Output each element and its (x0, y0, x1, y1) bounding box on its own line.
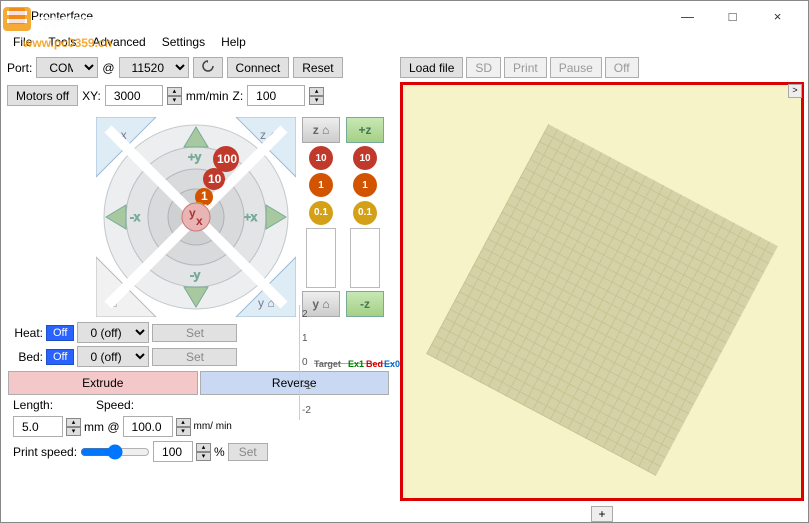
port-label: Port: (7, 61, 32, 75)
close-button[interactable]: × (755, 2, 800, 30)
bed-label: Bed: (7, 350, 43, 364)
printspeed-spinner[interactable]: ▴▾ (196, 443, 211, 461)
pause-button[interactable]: Pause (550, 57, 602, 78)
xy-spinner[interactable]: ▴▾ (167, 87, 182, 105)
svg-text:x: x (196, 214, 203, 228)
heat-label: Heat: (7, 326, 43, 340)
z-spinner[interactable]: ▴▾ (309, 87, 324, 105)
print-toolbar: Load file SD Print Pause Off (396, 53, 808, 82)
off-button[interactable]: Off (605, 57, 639, 78)
motors-off-button[interactable]: Motors off (7, 85, 78, 106)
temp-label-bed: Bed (366, 359, 383, 369)
xy-speed-input[interactable] (105, 85, 163, 106)
print-button[interactable]: Print (504, 57, 547, 78)
menu-settings[interactable]: Settings (156, 33, 211, 51)
reset-button[interactable]: Reset (293, 57, 342, 78)
minimize-button[interactable]: — (665, 2, 710, 30)
printspeed-set-button[interactable]: Set (228, 443, 268, 461)
pct-label: % (214, 445, 225, 459)
app-icon (9, 8, 25, 24)
svg-text:+x: +x (244, 210, 257, 224)
svg-text:-y: -y (190, 268, 200, 282)
at-symbol: @ (102, 61, 114, 75)
xy-jog-dial[interactable]: ⌂ x z ⌂ ⌂ y ⌂ +y -y (96, 117, 296, 317)
z-plus-button[interactable]: +z (346, 117, 384, 143)
preview-viewport[interactable]: > (400, 82, 804, 501)
build-plate-grid (426, 124, 778, 476)
z-move-column: +z 10 1 0.1 -z (345, 117, 385, 317)
svg-text:100: 100 (217, 152, 237, 166)
z-jog-panel: z ⌂ 10 1 0.1 y ⌂ +z 10 1 0.1 -z (301, 117, 391, 317)
speed-spinner[interactable]: ▴▾ (176, 418, 191, 436)
menu-bar: File Tools Advanced Settings Help (1, 31, 808, 53)
z-slider-b[interactable] (350, 228, 380, 288)
bed-temp-select[interactable]: 0 (off) (77, 346, 149, 367)
connection-toolbar: Port: COM1 @ 115200 Connect Reset (1, 53, 396, 82)
loadfile-button[interactable]: Load file (400, 57, 463, 78)
bed-set-button[interactable]: Set (152, 348, 237, 366)
z-pill-1-a[interactable]: 1 (309, 173, 333, 197)
z-pill-1-b[interactable]: 1 (353, 173, 377, 197)
bed-off-button[interactable]: Off (46, 349, 74, 365)
maximize-button[interactable]: □ (710, 2, 755, 30)
heat-set-button[interactable]: Set (152, 324, 237, 342)
sd-button[interactable]: SD (466, 57, 501, 78)
svg-text:+y: +y (188, 150, 201, 164)
speed-label: Speed: (96, 398, 134, 412)
svg-text:y: y (189, 206, 196, 220)
speed-input[interactable] (123, 416, 173, 437)
scroll-right-button[interactable]: > (788, 84, 802, 98)
z-slider-a[interactable] (306, 228, 336, 288)
z-pill-01-a[interactable]: 0.1 (309, 201, 333, 225)
menu-advanced[interactable]: Advanced (86, 33, 151, 51)
speed-toolbar: Motors off XY: ▴▾ mm/min Z: ▴▾ (1, 82, 396, 109)
svg-text:1: 1 (201, 189, 208, 203)
connect-button[interactable]: Connect (227, 57, 290, 78)
title-bar: Pronterface — □ × (1, 1, 808, 31)
mmmin-label: mm/min (186, 89, 229, 103)
z-home-column: z ⌂ 10 1 0.1 y ⌂ (301, 117, 341, 317)
menu-tools[interactable]: Tools (42, 33, 82, 51)
mm-at-label: mm @ (84, 420, 120, 434)
temp-label-ex0: Ex0 (384, 359, 400, 369)
extrude-button[interactable]: Extrude (8, 371, 198, 395)
menu-help[interactable]: Help (215, 33, 252, 51)
port-refresh-button[interactable] (193, 57, 223, 78)
length-label: Length: (13, 398, 53, 412)
printspeed-label: Print speed: (13, 445, 77, 459)
svg-text:-x: -x (130, 210, 140, 224)
printspeed-slider[interactable] (80, 444, 150, 460)
window-title: Pronterface (31, 9, 93, 23)
port-select[interactable]: COM1 (36, 57, 98, 78)
mmmin-label-2: mm/ min (194, 422, 232, 432)
temp-graph: 2 1 0 -1 -2 TargetEx1BedEx0 (299, 305, 394, 420)
right-panel: Load file SD Print Pause Off > + (396, 53, 808, 523)
menu-file[interactable]: File (7, 33, 38, 51)
z-speed-input[interactable] (247, 85, 305, 106)
heat-temp-select[interactable]: 0 (off) (77, 322, 149, 343)
printspeed-input[interactable] (153, 441, 193, 462)
z-label: Z: (233, 89, 244, 103)
z-pill-10-b[interactable]: 10 (353, 146, 377, 170)
xy-label: XY: (82, 89, 101, 103)
left-panel: Port: COM1 @ 115200 Connect Reset Motors… (1, 53, 396, 523)
temp-label-ex1: Ex1 (348, 359, 364, 369)
heat-off-button[interactable]: Off (46, 325, 74, 341)
z-home-top[interactable]: z ⌂ (302, 117, 340, 143)
z-pill-01-b[interactable]: 0.1 (353, 201, 377, 225)
length-input[interactable] (13, 416, 63, 437)
temp-label-target: Target (314, 359, 341, 369)
baud-select[interactable]: 115200 (119, 57, 189, 78)
length-spinner[interactable]: ▴▾ (66, 418, 81, 436)
preview-add-button[interactable]: + (591, 506, 612, 522)
svg-text:10: 10 (208, 172, 222, 186)
jog-panel: ⌂ x z ⌂ ⌂ y ⌂ +y -y (1, 109, 396, 319)
z-pill-10-a[interactable]: 10 (309, 146, 333, 170)
